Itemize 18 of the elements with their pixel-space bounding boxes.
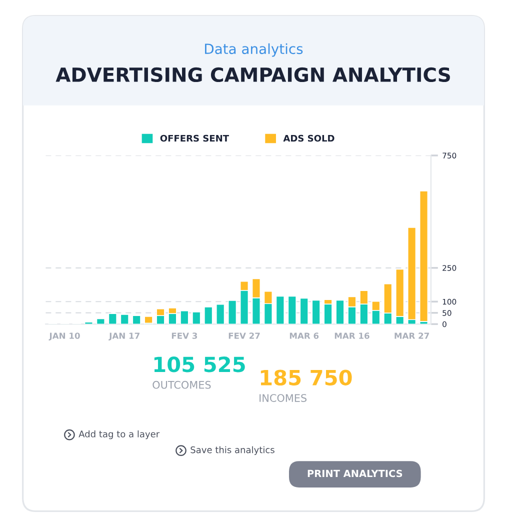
legend-label: ADS SOLD <box>283 134 334 142</box>
x-tick-label: FEV 3 <box>172 332 198 339</box>
chart-subtitle: Data analytics <box>205 43 303 57</box>
legend-label: OFFERS SENT <box>160 134 229 142</box>
text: OUTCOMES <box>152 380 211 389</box>
x-tick-label: JAN 17 <box>108 332 140 340</box>
text: Add tag to a layer <box>78 430 160 440</box>
text: 185 750 <box>260 370 352 386</box>
x-tick-label: MAR 6 <box>290 332 319 339</box>
text: Save this analytics <box>190 446 274 455</box>
x-tick-label: JAN 10 <box>48 332 80 340</box>
text: INCOMES <box>260 394 307 402</box>
x-tick-label: FEV 27 <box>228 332 260 339</box>
chart-title: ADVERTISING CAMPAIGN ANALYTICS <box>56 67 450 82</box>
x-tick-label: MAR 27 <box>394 332 429 339</box>
text: PRINT ANALYTICS <box>308 470 402 478</box>
x-tick-label: MAR 16 <box>334 332 370 339</box>
text: 105 525 <box>154 356 245 372</box>
